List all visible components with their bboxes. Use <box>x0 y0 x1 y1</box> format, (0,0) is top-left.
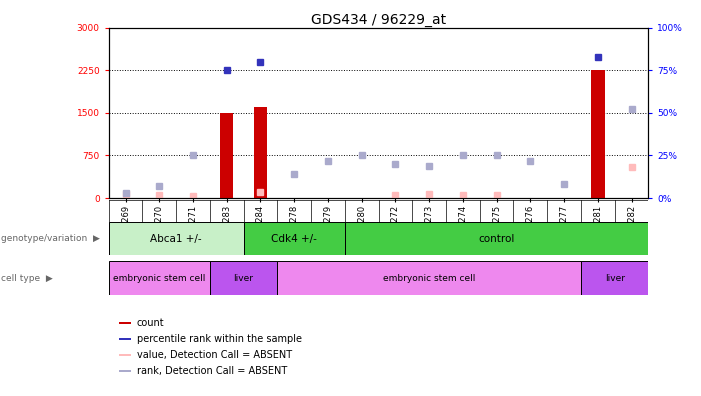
Bar <box>119 354 131 356</box>
Text: rank, Detection Call = ABSENT: rank, Detection Call = ABSENT <box>137 366 287 376</box>
Text: liver: liver <box>233 274 254 283</box>
Bar <box>220 113 233 198</box>
Text: GSM9281: GSM9281 <box>593 204 602 245</box>
Bar <box>109 261 210 295</box>
Text: count: count <box>137 318 164 328</box>
Text: GSM9271: GSM9271 <box>189 204 198 245</box>
Text: GSM9279: GSM9279 <box>323 204 332 245</box>
Bar <box>278 261 581 295</box>
Text: genotype/variation  ▶: genotype/variation ▶ <box>1 234 100 243</box>
Text: value, Detection Call = ABSENT: value, Detection Call = ABSENT <box>137 350 292 360</box>
Bar <box>119 322 131 324</box>
Bar <box>254 107 267 198</box>
Text: embryonic stem cell: embryonic stem cell <box>383 274 475 283</box>
Text: liver: liver <box>605 274 625 283</box>
Text: GSM9270: GSM9270 <box>155 204 164 245</box>
Title: GDS434 / 96229_at: GDS434 / 96229_at <box>311 13 446 27</box>
Text: GSM9269: GSM9269 <box>121 204 130 245</box>
Text: cell type  ▶: cell type ▶ <box>1 274 53 283</box>
Bar <box>591 70 604 198</box>
Text: GSM9276: GSM9276 <box>526 204 535 245</box>
Text: control: control <box>478 234 515 244</box>
Text: GSM9282: GSM9282 <box>627 204 636 245</box>
Text: embryonic stem cell: embryonic stem cell <box>113 274 205 283</box>
Text: GSM9277: GSM9277 <box>559 204 569 245</box>
Text: Abca1 +/-: Abca1 +/- <box>150 234 202 244</box>
Text: percentile rank within the sample: percentile rank within the sample <box>137 334 301 344</box>
Bar <box>581 261 648 295</box>
Bar <box>119 338 131 340</box>
Bar <box>210 261 278 295</box>
Text: Cdk4 +/-: Cdk4 +/- <box>271 234 317 244</box>
Bar <box>119 370 131 371</box>
Text: GSM9275: GSM9275 <box>492 204 501 245</box>
Text: GSM9283: GSM9283 <box>222 204 231 245</box>
Bar <box>109 222 244 255</box>
Text: GSM9272: GSM9272 <box>391 204 400 245</box>
Text: GSM9278: GSM9278 <box>290 204 299 245</box>
Text: GSM9273: GSM9273 <box>425 204 434 245</box>
Text: GSM9284: GSM9284 <box>256 204 265 245</box>
Text: GSM9274: GSM9274 <box>458 204 468 245</box>
Bar <box>345 222 648 255</box>
Text: GSM9280: GSM9280 <box>358 204 366 245</box>
Bar <box>244 222 345 255</box>
